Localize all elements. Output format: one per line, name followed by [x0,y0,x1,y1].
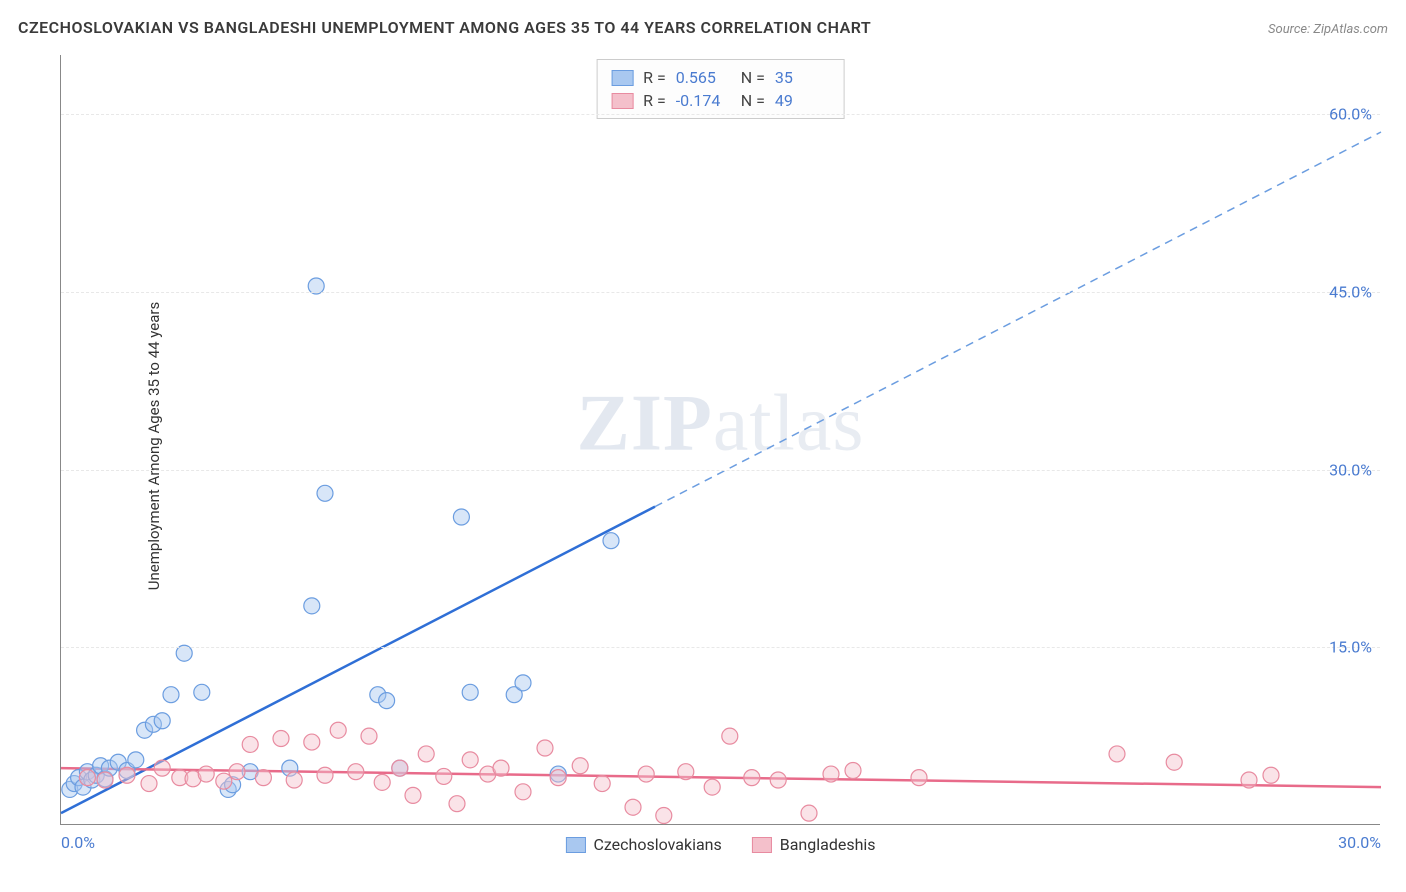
data-point [392,760,408,776]
data-point [493,760,509,776]
data-point [141,776,157,792]
data-point [379,693,395,709]
y-tick-label: 45.0% [1329,282,1372,301]
data-point [603,533,619,549]
plot-svg [61,55,1380,824]
data-point [304,734,320,750]
r-label: R = [643,68,666,87]
r-value: 0.565 [676,68,731,87]
n-value: 35 [775,68,830,87]
data-point [255,770,271,786]
gridline [61,470,1380,471]
data-point [286,772,302,788]
data-point [744,770,760,786]
n-label: N = [741,91,765,110]
data-point [154,713,170,729]
data-point [1263,767,1279,783]
legend-swatch [611,70,633,86]
r-value: -0.174 [676,91,731,110]
legend-label: Czechoslovakians [593,835,721,854]
data-point [656,808,672,824]
data-point [304,598,320,614]
y-tick-label: 60.0% [1329,105,1372,124]
data-point [229,764,245,780]
data-point [194,684,210,700]
legend-swatch [611,93,633,109]
r-label: R = [643,91,666,110]
data-point [119,767,135,783]
data-point [453,509,469,525]
data-point [572,758,588,774]
data-point [242,736,258,752]
gridline [61,647,1380,648]
data-point [638,766,654,782]
data-point [273,731,289,747]
data-point [678,764,694,780]
legend-swatch [752,837,772,853]
data-point [128,752,144,768]
data-point [1241,772,1257,788]
data-point [330,722,346,738]
data-point [418,746,434,762]
data-point [198,766,214,782]
data-point [515,784,531,800]
data-point [317,767,333,783]
data-point [449,796,465,812]
data-point [97,772,113,788]
legend-swatch [565,837,585,853]
data-point [462,752,478,768]
data-point [1109,746,1125,762]
data-point [163,687,179,703]
chart-title: CZECHOSLOVAKIAN VS BANGLADESHI UNEMPLOYM… [18,18,871,37]
stats-box: R = 0.565 N = 35 R = -0.174 N = 49 [596,59,845,119]
data-point [515,675,531,691]
gridline [61,292,1380,293]
trend-line-dashed [655,132,1381,507]
legend-item: Bangladeshis [752,835,876,854]
data-point [537,740,553,756]
title-bar: CZECHOSLOVAKIAN VS BANGLADESHI UNEMPLOYM… [18,18,1388,37]
source-label: Source: ZipAtlas.com [1268,22,1388,37]
data-point [823,766,839,782]
legend-item: Czechoslovakians [565,835,721,854]
data-point [704,779,720,795]
n-label: N = [741,68,765,87]
data-point [625,799,641,815]
data-point [911,770,927,786]
data-point [845,763,861,779]
n-value: 49 [775,91,830,110]
x-tick-label: 30.0% [1338,833,1381,852]
data-point [722,728,738,744]
data-point [374,774,390,790]
bottom-legend: Czechoslovakians Bangladeshis [565,835,875,854]
y-tick-label: 30.0% [1329,460,1372,479]
data-point [79,770,95,786]
x-tick-label: 0.0% [61,833,95,852]
stats-row: R = 0.565 N = 35 [611,66,830,89]
data-point [405,787,421,803]
data-point [801,805,817,821]
data-point [550,770,566,786]
data-point [361,728,377,744]
data-point [317,485,333,501]
data-point [348,764,364,780]
data-point [1166,754,1182,770]
data-point [770,772,786,788]
plot-area: ZIPatlas R =0.565N =35R =-0.174N =49 Cze… [60,55,1380,825]
stats-row: R = -0.174 N = 49 [611,89,830,112]
data-point [436,768,452,784]
data-point [154,760,170,776]
data-point [594,776,610,792]
legend-label: Bangladeshis [780,835,876,854]
gridline [61,114,1380,115]
data-point [462,684,478,700]
y-tick-label: 15.0% [1329,638,1372,657]
